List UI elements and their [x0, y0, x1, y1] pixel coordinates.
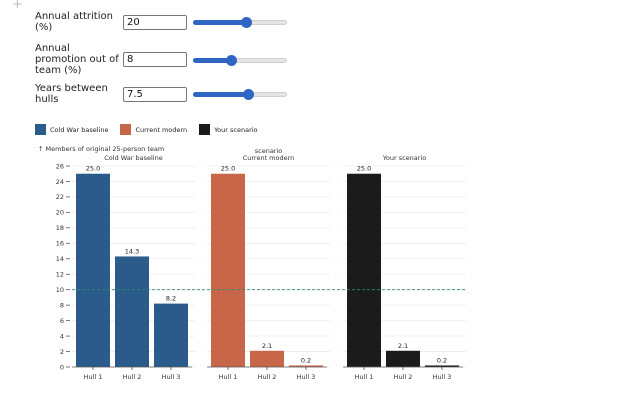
x-tick-label: Hull 3: [162, 373, 181, 381]
legend-label: Your scenario: [214, 125, 258, 134]
x-tick-label: Hull 1: [84, 373, 103, 381]
y-tick-label: 12: [56, 271, 64, 279]
bar-value-label: 25.0: [86, 165, 100, 173]
promotion-input[interactable]: [123, 52, 187, 67]
promotion-label: Annual promotion out of team (%): [35, 43, 119, 76]
promotion-slider[interactable]: [193, 53, 287, 67]
attrition-input[interactable]: [123, 14, 187, 30]
y-tick-label: 22: [56, 193, 64, 201]
y-tick-label: 2: [60, 348, 64, 356]
bar: [76, 173, 110, 367]
panel-title: Your scenario: [382, 154, 426, 162]
panel-title: Cold War baseline: [104, 154, 162, 162]
slider-fill: [193, 57, 231, 63]
slider-thumb[interactable]: [240, 17, 252, 28]
y-tick-label: 4: [60, 332, 64, 340]
add-icon: +: [12, 0, 23, 12]
slider-thumb[interactable]: [242, 89, 254, 100]
bar: [425, 365, 459, 367]
legend-item-cold-war: Cold War baseline: [35, 124, 108, 135]
bar-value-label: 25.0: [221, 165, 235, 173]
control-attrition: Annual attrition (%): [35, 11, 287, 33]
y-tick-label: 16: [56, 240, 64, 248]
bar-value-label: 8.2: [166, 295, 176, 303]
bar: [211, 173, 245, 367]
years-label: Years between hulls: [35, 83, 108, 105]
attrition-slider[interactable]: [193, 15, 287, 29]
y-tick-label: 6: [60, 317, 64, 325]
control-years-between-hulls: Years between hulls: [35, 83, 287, 105]
y-tick-label: 14: [56, 255, 64, 263]
slider-fill: [193, 20, 246, 25]
panel-title: scenario: [255, 147, 283, 155]
bar: [115, 256, 149, 367]
bar-value-label: 2.1: [398, 342, 408, 350]
y-tick-label: 10: [56, 286, 64, 294]
x-tick-label: Hull 3: [433, 373, 452, 381]
bar-value-label: 0.2: [301, 356, 311, 364]
bar: [250, 350, 284, 367]
legend-swatch: [199, 124, 211, 135]
y-tick-label: 8: [60, 301, 64, 309]
control-promotion: Annual promotion out of team (%): [35, 43, 287, 76]
bar: [289, 365, 323, 367]
legend-label: Cold War baseline: [50, 125, 109, 134]
bar: [386, 350, 420, 367]
y-tick-label: 0: [60, 363, 64, 371]
y-tick-label: 20: [56, 209, 64, 217]
y-tick-label: 24: [56, 178, 64, 186]
bar-value-label: 0.2: [437, 356, 447, 364]
x-tick-label: Hull 3: [297, 373, 316, 381]
x-tick-label: Hull 2: [394, 373, 413, 381]
years-input[interactable]: [123, 86, 187, 102]
bar: [347, 173, 381, 367]
legend-swatch: [120, 124, 132, 135]
y-tick-label: 26: [56, 162, 64, 170]
panel-title: Current modern: [243, 154, 295, 162]
x-tick-label: Hull 2: [123, 373, 142, 381]
y-tick-label: 18: [56, 224, 64, 232]
x-tick-label: Hull 2: [258, 373, 277, 381]
bar-value-label: 14.3: [125, 247, 139, 255]
bar-value-label: 2.1: [262, 342, 272, 350]
attrition-label: Annual attrition (%): [35, 11, 113, 33]
legend-item-current-modern: Current modern: [120, 124, 187, 135]
slider-thumb[interactable]: [225, 54, 237, 66]
years-slider[interactable]: [193, 87, 287, 101]
slider-fill: [193, 92, 248, 97]
bar: [154, 303, 188, 367]
legend-label: Current modern: [135, 125, 188, 134]
legend-item-your-scenario: Your scenario: [199, 124, 258, 135]
chart-legend: Cold War baseline Current modern Your sc…: [35, 124, 270, 135]
x-tick-label: Hull 1: [355, 373, 374, 381]
bar-value-label: 25.0: [357, 165, 371, 173]
x-tick-label: Hull 1: [219, 373, 238, 381]
y-axis-label: ↑ Members of original 25-person team: [38, 145, 164, 153]
legend-swatch: [35, 124, 46, 135]
